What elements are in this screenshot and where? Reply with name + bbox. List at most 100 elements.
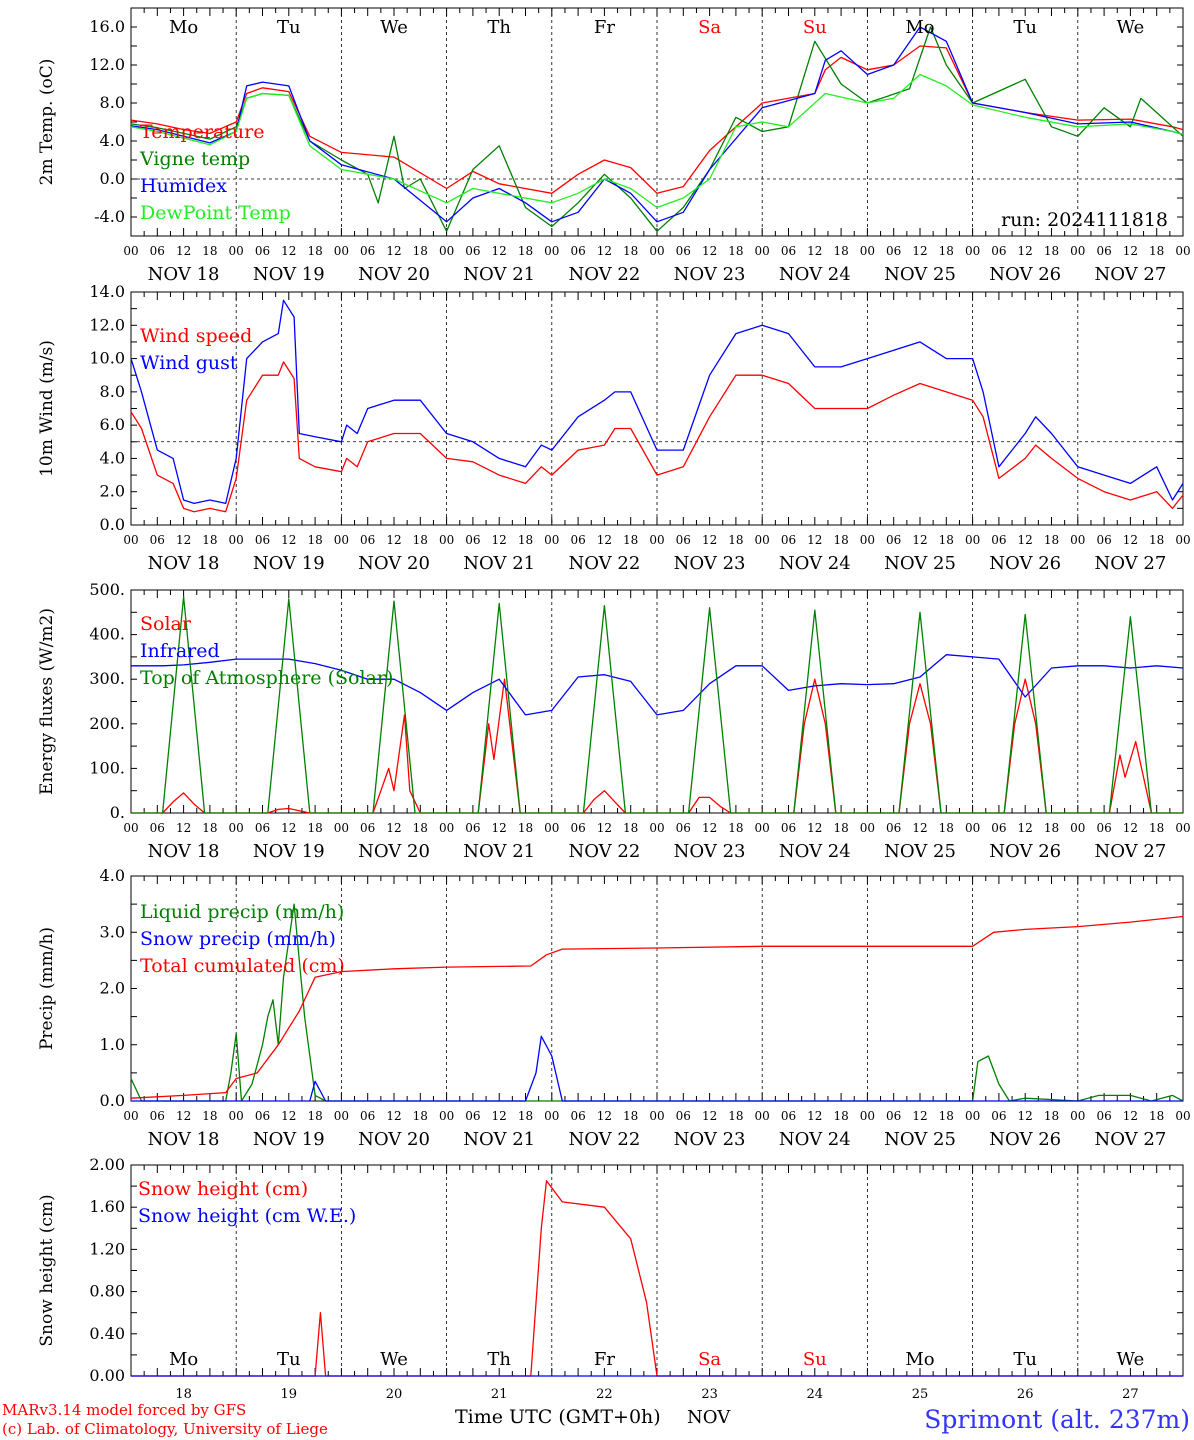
panel-2: 0.0 2.0 4.0 6.0 8.0 10.0 12.0 14.0 10m Wind (m/s… — [37, 282, 1191, 574]
day-number-label: 18 — [175, 1387, 192, 1402]
date-label: NOV 21 — [463, 264, 535, 285]
hour-tick-label: 12 — [386, 244, 401, 258]
hour-tick-label: 00 — [544, 533, 559, 547]
hour-tick-label: 12 — [807, 244, 822, 258]
hour-tick-label: 18 — [623, 1109, 638, 1123]
day-of-week-label: Tu — [277, 1349, 301, 1370]
y-axis-label: 2m Temp. (oC) — [37, 59, 57, 186]
y-tick-label: 2.00 — [89, 1155, 125, 1174]
y-axis-label: 10m Wind (m/s) — [37, 340, 57, 477]
hour-tick-label: 12 — [597, 821, 612, 835]
hour-tick-label: 06 — [886, 821, 901, 835]
y-tick-label: 1.20 — [89, 1239, 125, 1258]
hour-tick-label: 06 — [465, 533, 480, 547]
hour-tick-label: 06 — [1096, 244, 1111, 258]
day-number-label: 25 — [912, 1387, 929, 1402]
hour-tick-label: 06 — [886, 244, 901, 258]
month-label: NOV — [687, 1407, 731, 1428]
y-tick-label: 200. — [89, 714, 125, 733]
hour-tick-label: 18 — [1149, 533, 1164, 547]
hour-tick-label: 00 — [860, 533, 875, 547]
date-label: NOV 19 — [253, 553, 325, 574]
hour-tick-label: 12 — [807, 1109, 822, 1123]
legend-entry: Solar — [140, 613, 192, 635]
date-label: NOV 27 — [1094, 1129, 1166, 1150]
y-tick-label: 1.0 — [100, 1035, 125, 1054]
y-tick-label: 8.0 — [100, 93, 125, 112]
day-of-week-label: We — [1117, 1349, 1145, 1370]
date-label: NOV 24 — [779, 553, 851, 574]
hour-tick-label: 18 — [939, 821, 954, 835]
hour-tick-label: 00 — [123, 821, 138, 835]
hour-tick-label: 00 — [123, 1109, 138, 1123]
hour-tick-label: 00 — [755, 1109, 770, 1123]
y-tick-label: 500. — [89, 580, 125, 599]
hour-tick-label: 12 — [281, 244, 296, 258]
date-label: NOV 22 — [568, 264, 640, 285]
plot-frame — [130, 589, 1184, 814]
hour-tick-label: 00 — [755, 244, 770, 258]
day-of-week-label: Tu — [1013, 17, 1037, 38]
hour-tick-label: 18 — [202, 244, 217, 258]
date-label: NOV 26 — [989, 1129, 1061, 1150]
day-of-week-label: Tu — [277, 17, 301, 38]
hour-tick-label: 18 — [939, 533, 954, 547]
hour-tick-label: 18 — [307, 244, 322, 258]
hour-tick-label: 00 — [229, 244, 244, 258]
y-tick-label: 10.0 — [89, 349, 125, 368]
hour-tick-label: 12 — [912, 1109, 927, 1123]
hour-tick-label: 12 — [597, 244, 612, 258]
hour-tick-label: 06 — [991, 244, 1006, 258]
hour-tick-label: 12 — [176, 533, 191, 547]
legend-entry: Snow precip (mm/h) — [140, 928, 336, 950]
hour-tick-label: 06 — [1096, 821, 1111, 835]
hour-tick-label: 18 — [939, 244, 954, 258]
hour-tick-label: 00 — [1175, 533, 1190, 547]
y-tick-label: 100. — [89, 758, 125, 777]
y-tick-label: 1.60 — [89, 1197, 125, 1216]
y-tick-label: 6.0 — [100, 415, 125, 434]
hour-tick-label: 12 — [1018, 821, 1033, 835]
hour-tick-label: 12 — [386, 821, 401, 835]
hour-tick-label: 12 — [912, 244, 927, 258]
hour-tick-label: 12 — [386, 533, 401, 547]
hour-tick-label: 06 — [991, 533, 1006, 547]
y-tick-label: 400. — [89, 625, 125, 644]
legend-entry: Snow height (cm) — [138, 1178, 308, 1200]
day-number-label: 27 — [1122, 1387, 1139, 1402]
hour-tick-label: 12 — [597, 533, 612, 547]
y-tick-label: -4.0 — [94, 207, 125, 226]
day-number-label: 26 — [1017, 1387, 1034, 1402]
legend-entry: Snow height (cm W.E.) — [138, 1205, 356, 1227]
hour-tick-label: 18 — [833, 533, 848, 547]
hour-tick-label: 18 — [833, 821, 848, 835]
hour-tick-label: 18 — [518, 1109, 533, 1123]
hour-tick-label: 12 — [1123, 821, 1138, 835]
hour-tick-label: 12 — [912, 533, 927, 547]
date-label: NOV 25 — [884, 553, 956, 574]
hour-tick-label: 18 — [202, 533, 217, 547]
hour-tick-label: 06 — [255, 821, 270, 835]
hour-tick-label: 00 — [860, 821, 875, 835]
hour-tick-label: 00 — [1070, 533, 1085, 547]
hour-tick-label: 00 — [1175, 244, 1190, 258]
hour-tick-label: 12 — [176, 821, 191, 835]
panel-1: -4.0 0.0 4.0 8.0 12.0 16.0 2m Temp. (oC) Temper… — [37, 7, 1191, 285]
day-of-week-label: Mo — [169, 17, 198, 38]
date-label: NOV 25 — [884, 264, 956, 285]
hour-tick-label: 18 — [518, 821, 533, 835]
hour-tick-label: 00 — [544, 244, 559, 258]
hour-tick-label: 06 — [150, 244, 165, 258]
date-label: NOV 23 — [674, 553, 746, 574]
hour-tick-label: 12 — [1123, 244, 1138, 258]
date-label: NOV 27 — [1094, 841, 1166, 862]
date-label: NOV 22 — [568, 1129, 640, 1150]
legend-entry: Infrared — [140, 640, 220, 662]
legend-entry: Vigne temp — [139, 148, 250, 170]
y-tick-label: 0.0 — [100, 1091, 125, 1110]
hour-tick-label: 18 — [413, 1109, 428, 1123]
hour-tick-label: 12 — [702, 533, 717, 547]
hour-tick-label: 00 — [965, 821, 980, 835]
day-of-week-label: Mo — [905, 17, 934, 38]
day-of-week-label: Su — [803, 17, 827, 38]
